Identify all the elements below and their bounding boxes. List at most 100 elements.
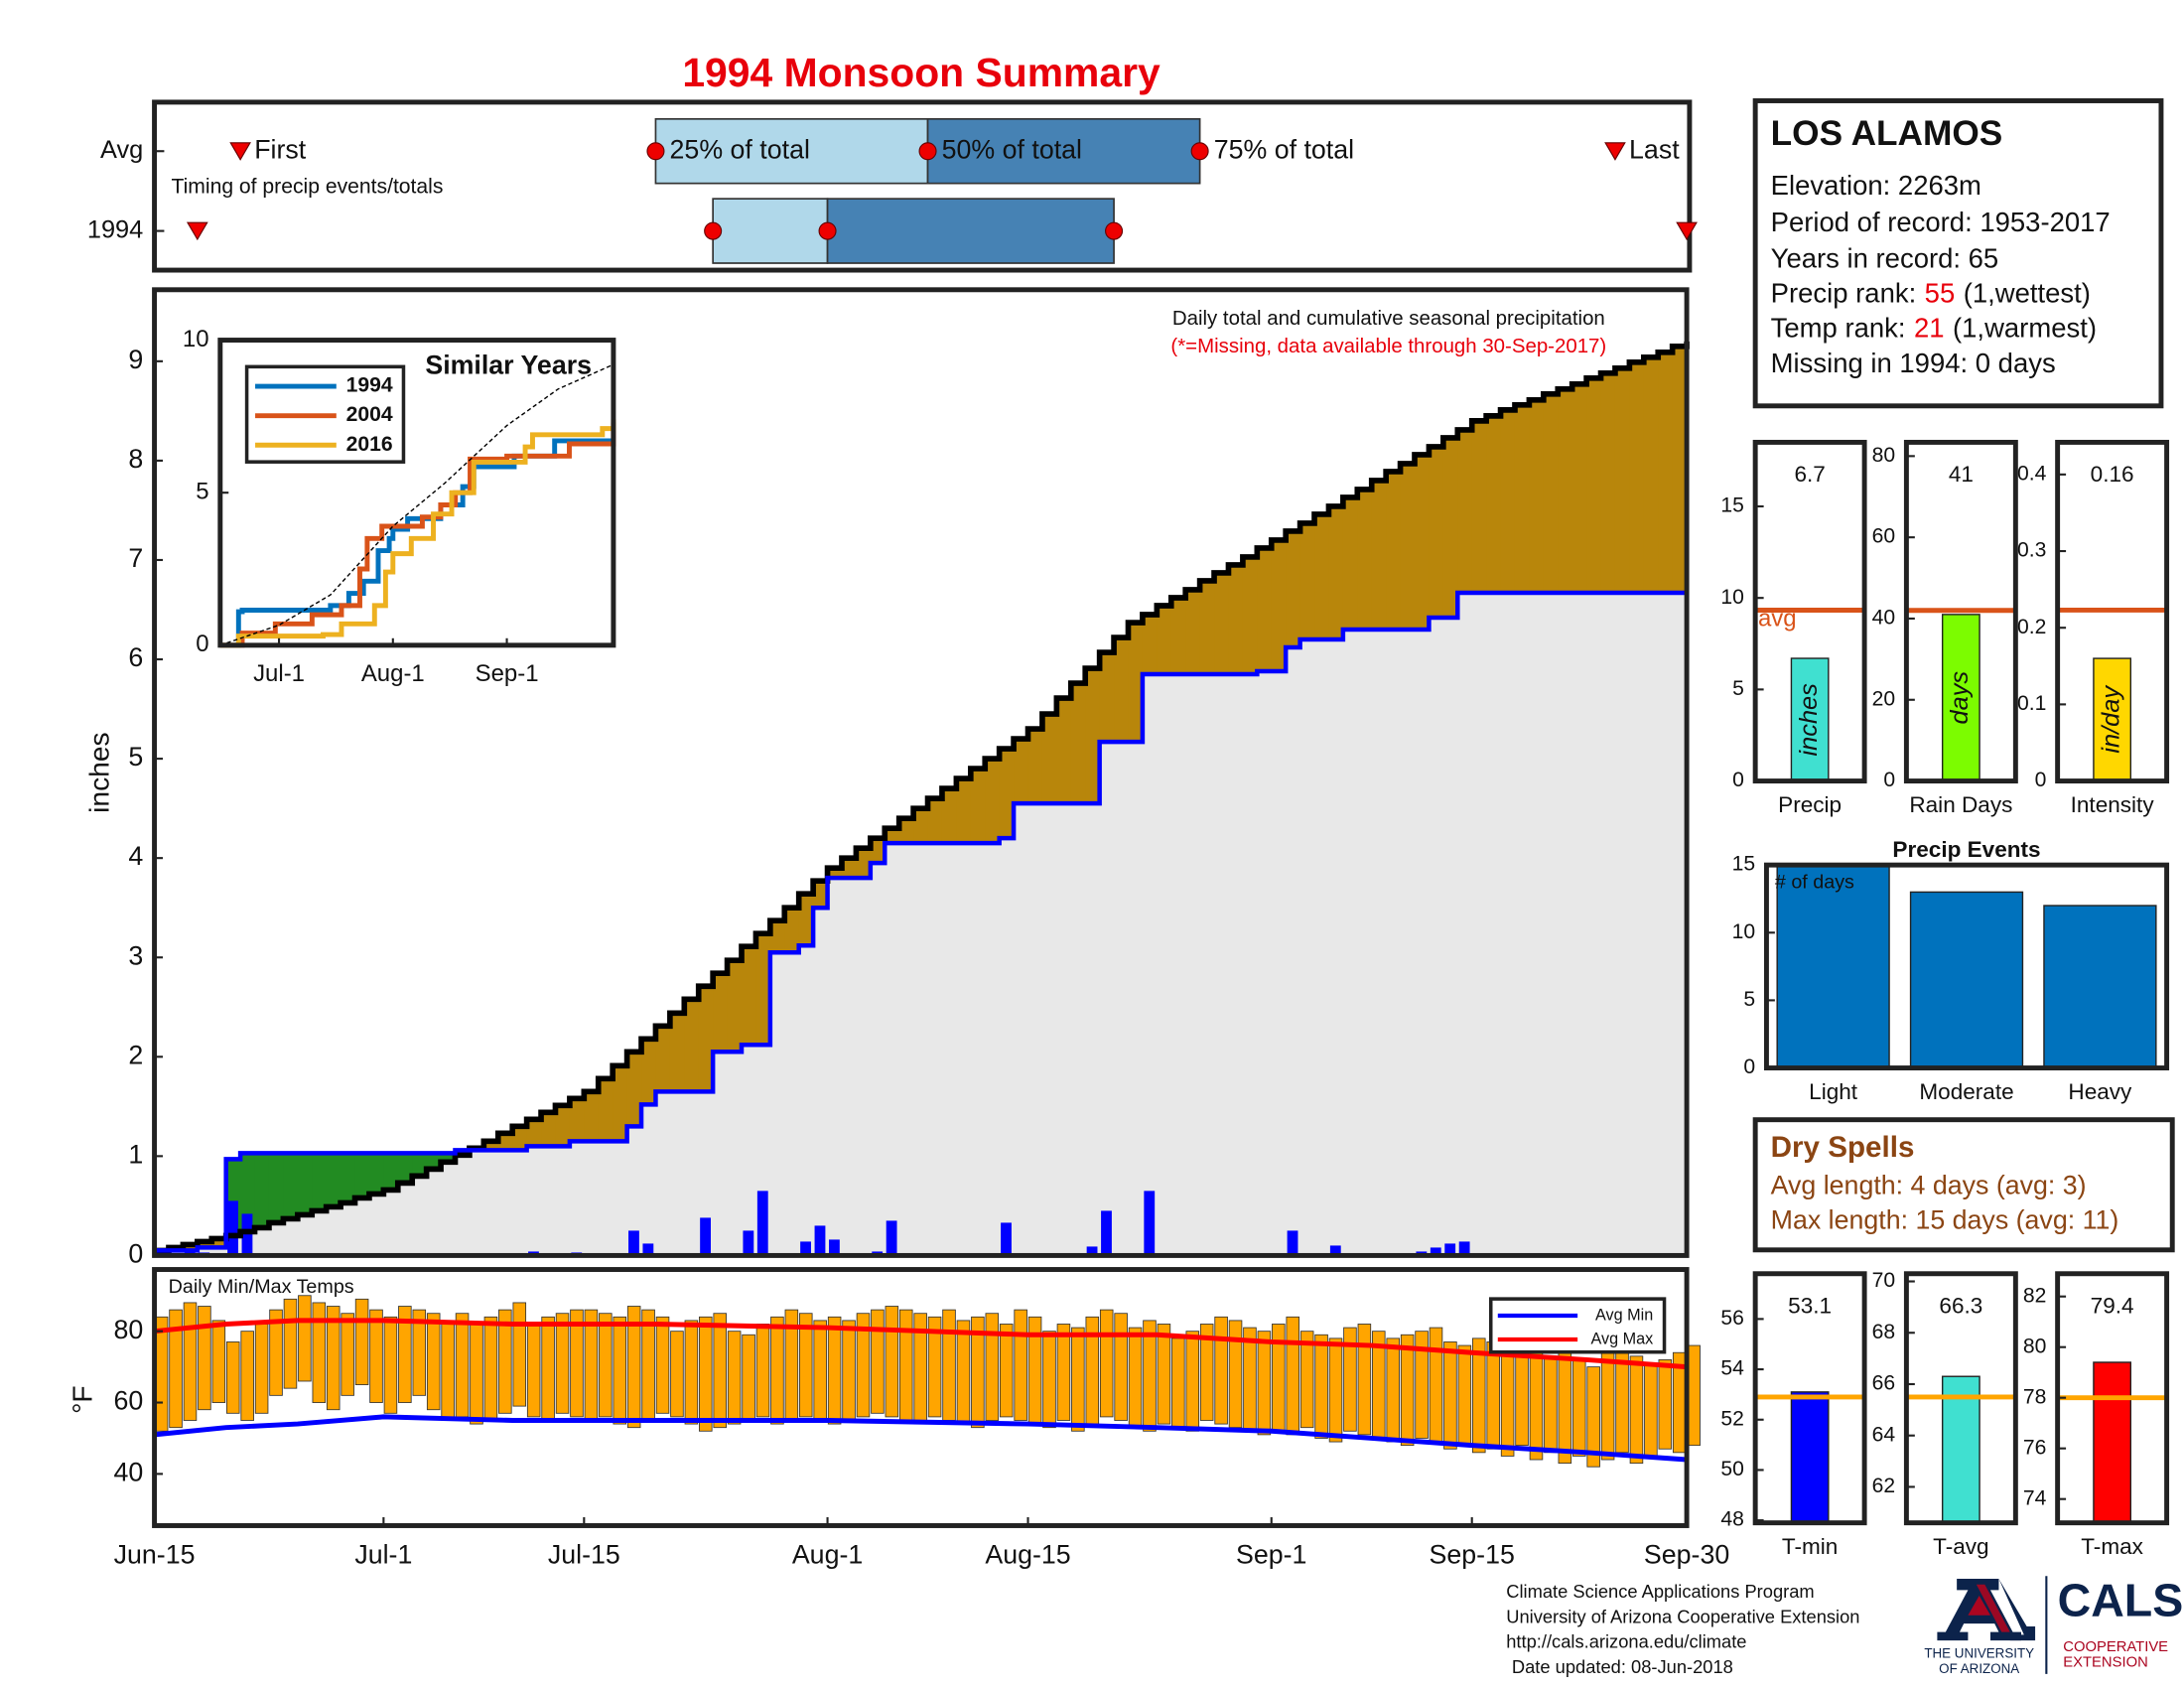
logo-text: OF ARIZONA (1939, 1661, 2019, 1676)
base-fill (1571, 592, 1587, 1256)
difference-fill (1543, 393, 1559, 593)
daily-precip-bar (1287, 1230, 1298, 1256)
note: # of days (1775, 872, 1854, 894)
y-tick-label: 7 (128, 543, 143, 573)
x-tick-label: Intensity (2071, 792, 2155, 817)
difference-fill (1471, 420, 1487, 593)
base-fill (1672, 592, 1688, 1256)
base-fill (1014, 803, 1029, 1256)
difference-fill (297, 1153, 313, 1215)
base-fill (283, 1218, 299, 1256)
base-fill (1056, 803, 1072, 1256)
y-tick-label: 76 (2023, 1436, 2046, 1459)
x-tick-label: Sep-1 (476, 660, 539, 687)
difference-fill (341, 1153, 356, 1203)
difference-fill (426, 1153, 442, 1170)
quartile-box (654, 117, 929, 185)
x-tick-label: Rain Days (1909, 792, 2012, 817)
temp-range-bar (1600, 1351, 1615, 1461)
footer-line: University of Arizona Cooperative Extens… (1506, 1606, 1859, 1626)
base-fill (1558, 592, 1573, 1256)
base-fill (412, 1176, 428, 1256)
difference-fill (941, 788, 957, 844)
panel-title: Precip Events (1892, 837, 2040, 862)
y-tick-label: 68 (1872, 1321, 1896, 1343)
dry-spells-box (1752, 1117, 2175, 1253)
base-fill (1371, 630, 1387, 1256)
temp-range-bar (770, 1316, 784, 1425)
difference-fill (870, 838, 886, 864)
difference-fill (1629, 361, 1645, 593)
difference-fill (1658, 352, 1674, 593)
base-fill (841, 878, 857, 1256)
difference-fill (1600, 372, 1616, 593)
difference-fill (698, 986, 714, 1092)
temp-range-bar (541, 1316, 555, 1421)
difference-fill (769, 920, 785, 953)
base-fill (1429, 618, 1444, 1256)
base-fill (1386, 630, 1402, 1256)
footer-line: http://cals.arizona.edu/climate (1506, 1631, 1746, 1652)
note: (*=Missing, data available through 30-Se… (1170, 336, 1606, 357)
base-fill (326, 1206, 341, 1256)
daily-precip-bar (1458, 1241, 1470, 1256)
daily-precip-bar (743, 1230, 754, 1256)
x-tick-label: Jul-1 (253, 660, 305, 687)
base-fill (383, 1190, 399, 1256)
difference-fill (1328, 505, 1344, 640)
temp-range-bar (1443, 1341, 1457, 1450)
base-fill (1170, 674, 1186, 1256)
temp-range-bar (742, 1334, 755, 1421)
y-axis-label: inches (82, 732, 114, 812)
temp-range-bar (1586, 1366, 1600, 1468)
difference-fill (1014, 739, 1029, 804)
difference-fill (197, 1241, 212, 1248)
difference-fill (742, 946, 756, 1046)
note: Timing of precip events/totals (171, 175, 443, 198)
y-tick-label: 5 (1743, 988, 1755, 1011)
difference-fill (727, 960, 743, 1053)
axes-frame (152, 287, 1690, 1258)
difference-fill (1442, 437, 1458, 619)
bar (1790, 657, 1830, 782)
difference-fill (569, 1098, 585, 1142)
timing-triangle (1676, 221, 1698, 241)
difference-fill (555, 1105, 571, 1147)
axes-frame (1752, 439, 1867, 784)
difference-fill (684, 999, 700, 1092)
value-label: 79.4 (2091, 1294, 2134, 1319)
temp-range-bar (1299, 1331, 1314, 1429)
base-fill (1514, 592, 1530, 1256)
base-fill (541, 1146, 557, 1256)
temp-range-bar (169, 1309, 183, 1429)
temp-range-bar (885, 1306, 899, 1418)
temp-range-bar (283, 1298, 298, 1389)
timing-triangle (186, 221, 208, 241)
temp-range-bar (942, 1309, 956, 1421)
base-fill (1128, 742, 1144, 1256)
timing-triangle (1604, 142, 1626, 161)
base-fill (1400, 630, 1416, 1256)
x-tick-label: T-max (2081, 1534, 2143, 1559)
x-tick-label: Precip (1778, 792, 1842, 817)
difference-fill (999, 749, 1015, 839)
temp-range-bar (198, 1306, 211, 1411)
difference-fill (1514, 404, 1530, 593)
row-label: 1994 (87, 215, 143, 243)
difference-fill (240, 1153, 256, 1232)
value-label: 6.7 (1794, 462, 1825, 487)
daily-precip-bar (886, 1220, 897, 1256)
difference-fill (927, 798, 943, 844)
temp-range-bar (1544, 1355, 1558, 1454)
legend-label: 2016 (346, 433, 393, 456)
base-fill (1228, 674, 1244, 1256)
difference-fill (441, 1153, 457, 1163)
daily-precip-bar (1329, 1245, 1341, 1256)
y-tick-label: 15 (1732, 853, 1755, 876)
legend-label: 1994 (346, 374, 393, 397)
base-fill (1600, 592, 1616, 1256)
base-fill (641, 1104, 657, 1256)
x-tick-label: Jul-1 (354, 1540, 412, 1570)
y-tick-label: 5 (128, 742, 143, 772)
